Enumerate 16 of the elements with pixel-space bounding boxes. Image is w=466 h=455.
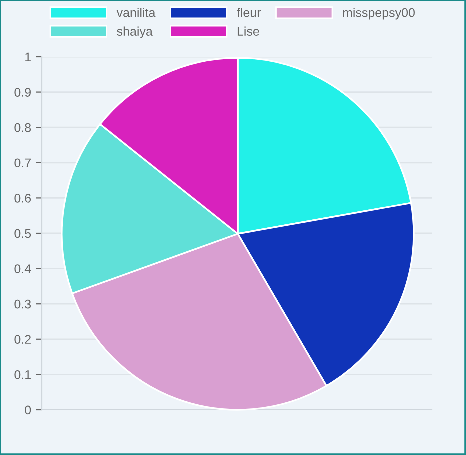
text: 0.5 [14,229,32,238]
legend-label: Lise [238,26,260,36]
legend-label: shaiya [117,26,153,38]
text: 0.2 [14,335,31,344]
legend-label: fleur [237,8,262,18]
text: 0.9 [14,88,31,97]
legend-label: misspepsy00 [343,8,415,20]
legend-label: vanilita [116,8,156,18]
text: 0.6 [14,194,32,203]
text: 0 [25,406,32,415]
text: 0.7 [14,158,31,168]
text: 0.1 [14,370,31,380]
text: 1 [26,52,31,62]
text: 0.3 [14,300,32,309]
text: 0.8 [14,123,32,132]
text: 0.4 [14,264,32,274]
